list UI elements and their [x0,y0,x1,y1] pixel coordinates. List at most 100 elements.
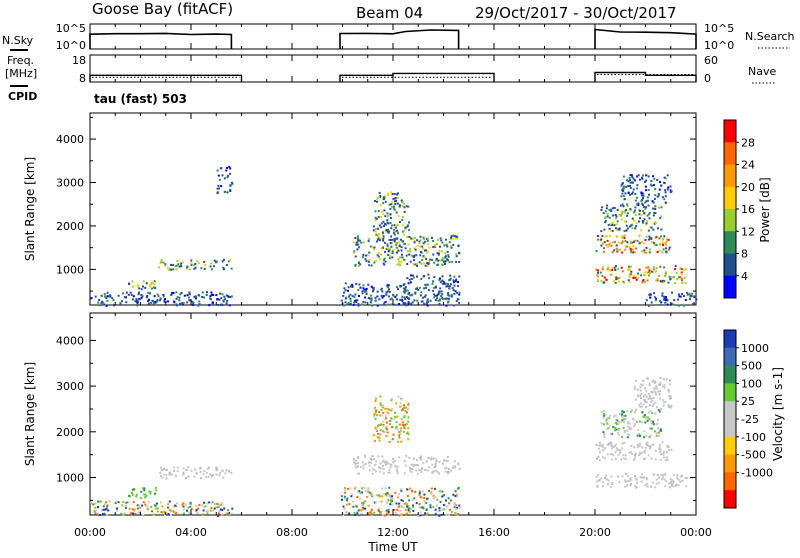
range-gate-cell [413,254,416,257]
range-gate-cell [188,299,191,302]
range-gate-cell [634,209,636,212]
range-gate-cell [432,470,435,473]
range-gate-cell [163,473,166,476]
range-gate-cell [379,470,382,473]
range-gate-cell [434,513,437,516]
range-gate-cell [345,511,348,514]
range-gate-cell [631,409,634,412]
range-gate-cell [625,417,627,420]
range-gate-cell [446,470,449,473]
range-gate-cell [636,443,639,446]
range-gate-cell [640,241,643,244]
range-gate-cell [634,456,637,459]
range-gate-cell [667,446,670,449]
range-gate-cell [372,288,375,291]
velocity-colorbar-tick-label: 100 [741,377,762,390]
range-gate-cell [659,377,662,380]
range-gate-cell [422,255,425,258]
range-gate-cell [412,263,415,266]
range-gate-cell [395,294,398,297]
range-gate-cell [384,260,387,263]
range-gate-cell [440,250,443,253]
range-gate-cell [420,455,422,458]
range-gate-cell [392,460,395,463]
range-gate-cell [597,271,599,274]
range-gate-cell [170,473,173,476]
range-gate-cell [217,506,220,509]
range-gate-cell [634,251,637,254]
range-gate-cell [375,259,378,262]
range-gate-cell [595,250,598,253]
range-gate-cell [595,443,598,446]
range-gate-cell [389,298,392,301]
range-gate-cell [175,291,178,294]
range-gate-cell [628,274,631,277]
range-gate-cell [449,277,452,280]
power-colorbar-tick-label: 4 [741,270,748,283]
range-gate-cell [105,508,108,511]
range-gate-cell [661,279,664,282]
range-gate-cell [379,402,382,405]
range-gate-cell [626,433,629,436]
range-gate-cell [125,301,128,304]
range-gate-cell [625,224,628,227]
range-gate-cell [381,296,384,299]
range-gate-cell [401,295,404,298]
cpid-text: tau (fast) 503 [94,92,187,106]
range-gate-cell [612,426,615,429]
range-gate-cell [348,512,351,515]
range-gate-cell [120,300,123,303]
range-gate-cell [405,406,407,409]
range-gate-cell [634,206,637,209]
range-gate-cell [390,245,393,248]
range-gate-cell [384,300,387,303]
range-gate-cell [628,451,631,454]
range-gate-cell [624,485,627,488]
range-gate-cell [130,293,133,296]
range-gate-cell [185,503,188,506]
range-gate-cell [676,478,679,481]
range-gate-cell [377,237,380,240]
range-gate-cell [670,276,673,279]
range-gate-cell [612,454,615,457]
range-gate-cell [102,508,105,511]
range-gate-cell [448,502,450,505]
range-gate-cell [358,490,361,493]
range-gate-cell [355,505,358,508]
range-gate-cell [229,189,232,192]
range-gate-cell [627,267,630,270]
range-gate-cell [646,271,649,274]
range-gate-cell [391,438,394,441]
range-gate-cell [453,506,456,509]
range-gate-cell [651,481,654,484]
range-gate-cell [624,458,627,461]
range-gate-cell [693,296,696,299]
range-gate-cell [633,219,636,222]
range-gate-cell [449,285,451,288]
range-gate-cell [382,239,384,242]
range-gate-cell [150,302,152,305]
range-gate-cell [450,236,452,239]
range-gate-cell [640,480,643,483]
range-gate-cell [673,276,675,279]
range-gate-cell [448,287,451,290]
range-gate-cell [606,239,609,242]
velocity-colorbar-cell [724,347,736,367]
range-gate-cell [634,227,637,230]
range-gate-cell [643,416,646,418]
range-gate-cell [403,210,406,213]
range-gate-cell [182,472,185,475]
range-gate-cell [358,264,360,267]
range-gate-cell [435,458,438,461]
range-gate-cell [343,291,345,294]
freq-tick-right-bottom: 0 [704,72,711,85]
range-gate-cell [175,264,178,267]
range-gate-cell [603,433,605,435]
range-gate-cell [105,501,108,504]
range-gate-cell [403,406,406,409]
range-gate-cell [216,169,219,172]
range-gate-cell [404,509,407,511]
range-gate-cell [368,264,370,267]
range-gate-cell [686,292,689,294]
